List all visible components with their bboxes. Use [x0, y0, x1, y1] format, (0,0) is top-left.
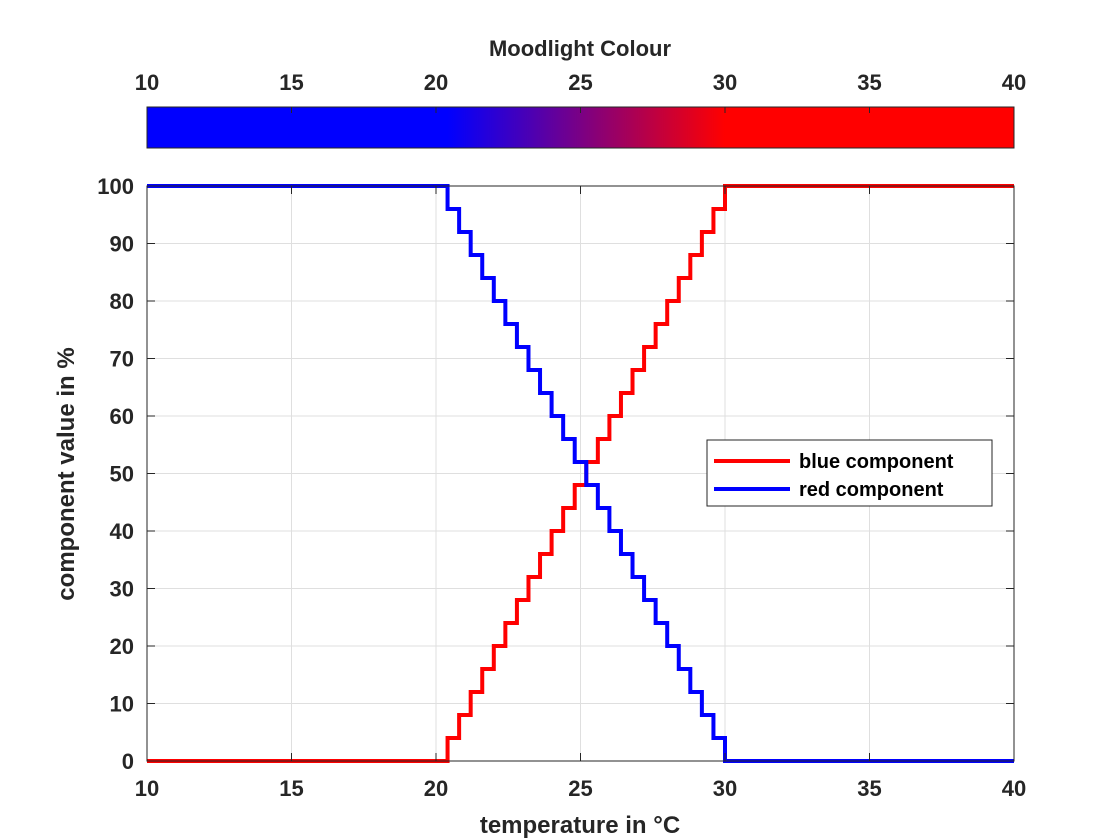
y-tick-label: 0 [122, 749, 134, 774]
legend: blue component red component [706, 439, 993, 507]
series-line-red-component [147, 184, 1014, 763]
x-tick-label: 15 [279, 776, 303, 801]
x-tick-label: 30 [713, 776, 737, 801]
x-tick-label: 40 [1002, 776, 1026, 801]
colorbar-tick-label: 20 [424, 70, 448, 95]
x-tick-label: 35 [857, 776, 881, 801]
y-tick-label: 70 [110, 347, 134, 372]
x-tick-labels: 10 15 20 25 30 35 40 [135, 776, 1026, 801]
colorbar-tick-label: 40 [1002, 70, 1026, 95]
colorbar-tick-label: 30 [713, 70, 737, 95]
series-group [147, 184, 1014, 763]
legend-label-red-component: red component [799, 479, 944, 501]
colorbar-title: Moodlight Colour [489, 36, 671, 61]
y-tick-label: 10 [110, 692, 134, 717]
legend-label-blue-component: blue component [799, 451, 954, 473]
x-tick-label: 20 [424, 776, 448, 801]
y-tick-label: 40 [110, 519, 134, 544]
colorbar-ticks [146, 107, 1015, 113]
legend-box [706, 439, 993, 507]
y-axis-label: component value in % [53, 347, 80, 600]
y-tick-labels: 0 10 20 30 40 50 60 70 80 90 100 [97, 174, 134, 774]
colorbar-tick-label: 25 [568, 70, 592, 95]
y-tick-label: 20 [110, 634, 134, 659]
y-tick-label: 80 [110, 289, 134, 314]
colorbar-tick-label: 15 [279, 70, 303, 95]
y-tick-label: 90 [110, 232, 134, 257]
colorbar-tick-label: 10 [135, 70, 159, 95]
axis-ticks [146, 185, 1015, 762]
y-tick-label: 60 [110, 404, 134, 429]
colorbar [146, 106, 1015, 149]
x-tick-label: 25 [568, 776, 592, 801]
y-tick-label: 30 [110, 577, 134, 602]
y-tick-label: 100 [97, 174, 134, 199]
colorbar-tick-label: 35 [857, 70, 881, 95]
y-tick-label: 50 [110, 462, 134, 487]
x-tick-label: 10 [135, 776, 159, 801]
colorbar-tick-labels: 10 15 20 25 30 35 40 [135, 70, 1026, 95]
x-axis-label: temperature in °C [480, 812, 680, 839]
